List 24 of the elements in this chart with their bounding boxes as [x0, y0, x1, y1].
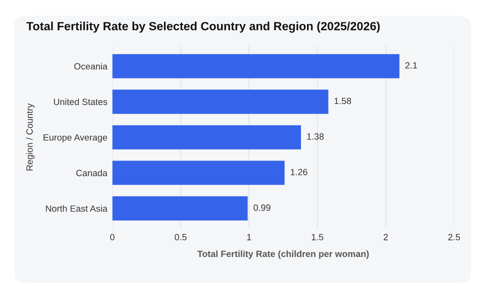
- chart-title: Total Fertility Rate by Selected Country and Region (2025/2026): [26, 22, 380, 33]
- bar: [112, 125, 301, 150]
- bar: [112, 54, 400, 78]
- x-tick-label: 2: [384, 234, 388, 240]
- y-tick-label: Europe Average: [44, 134, 108, 142]
- data-label: 0.99: [254, 204, 270, 211]
- y-tick-label: United States: [54, 98, 108, 106]
- x-tick-label: 2.5: [448, 234, 460, 240]
- y-axis-title: Region / Country: [26, 103, 35, 170]
- y-tick-label: North East Asia: [46, 205, 108, 212]
- data-label: 2.1: [405, 62, 418, 69]
- x-tick-label: 1.5: [312, 234, 324, 240]
- x-tick-label: 0: [110, 234, 114, 240]
- x-axis-title: Total Fertility Rate (children per woman): [197, 250, 369, 259]
- bar: [112, 90, 328, 114]
- data-label: 1.58: [334, 98, 352, 104]
- y-tick-label: Oceania: [74, 62, 108, 70]
- data-label: 1.26: [290, 168, 308, 176]
- x-tick-label: 1: [247, 234, 252, 240]
- data-label: 1.38: [307, 133, 324, 140]
- y-tick-label: Canada: [76, 170, 108, 176]
- bar: [112, 196, 248, 220]
- x-tick-label: 0.5: [174, 234, 187, 240]
- bar: [112, 160, 285, 185]
